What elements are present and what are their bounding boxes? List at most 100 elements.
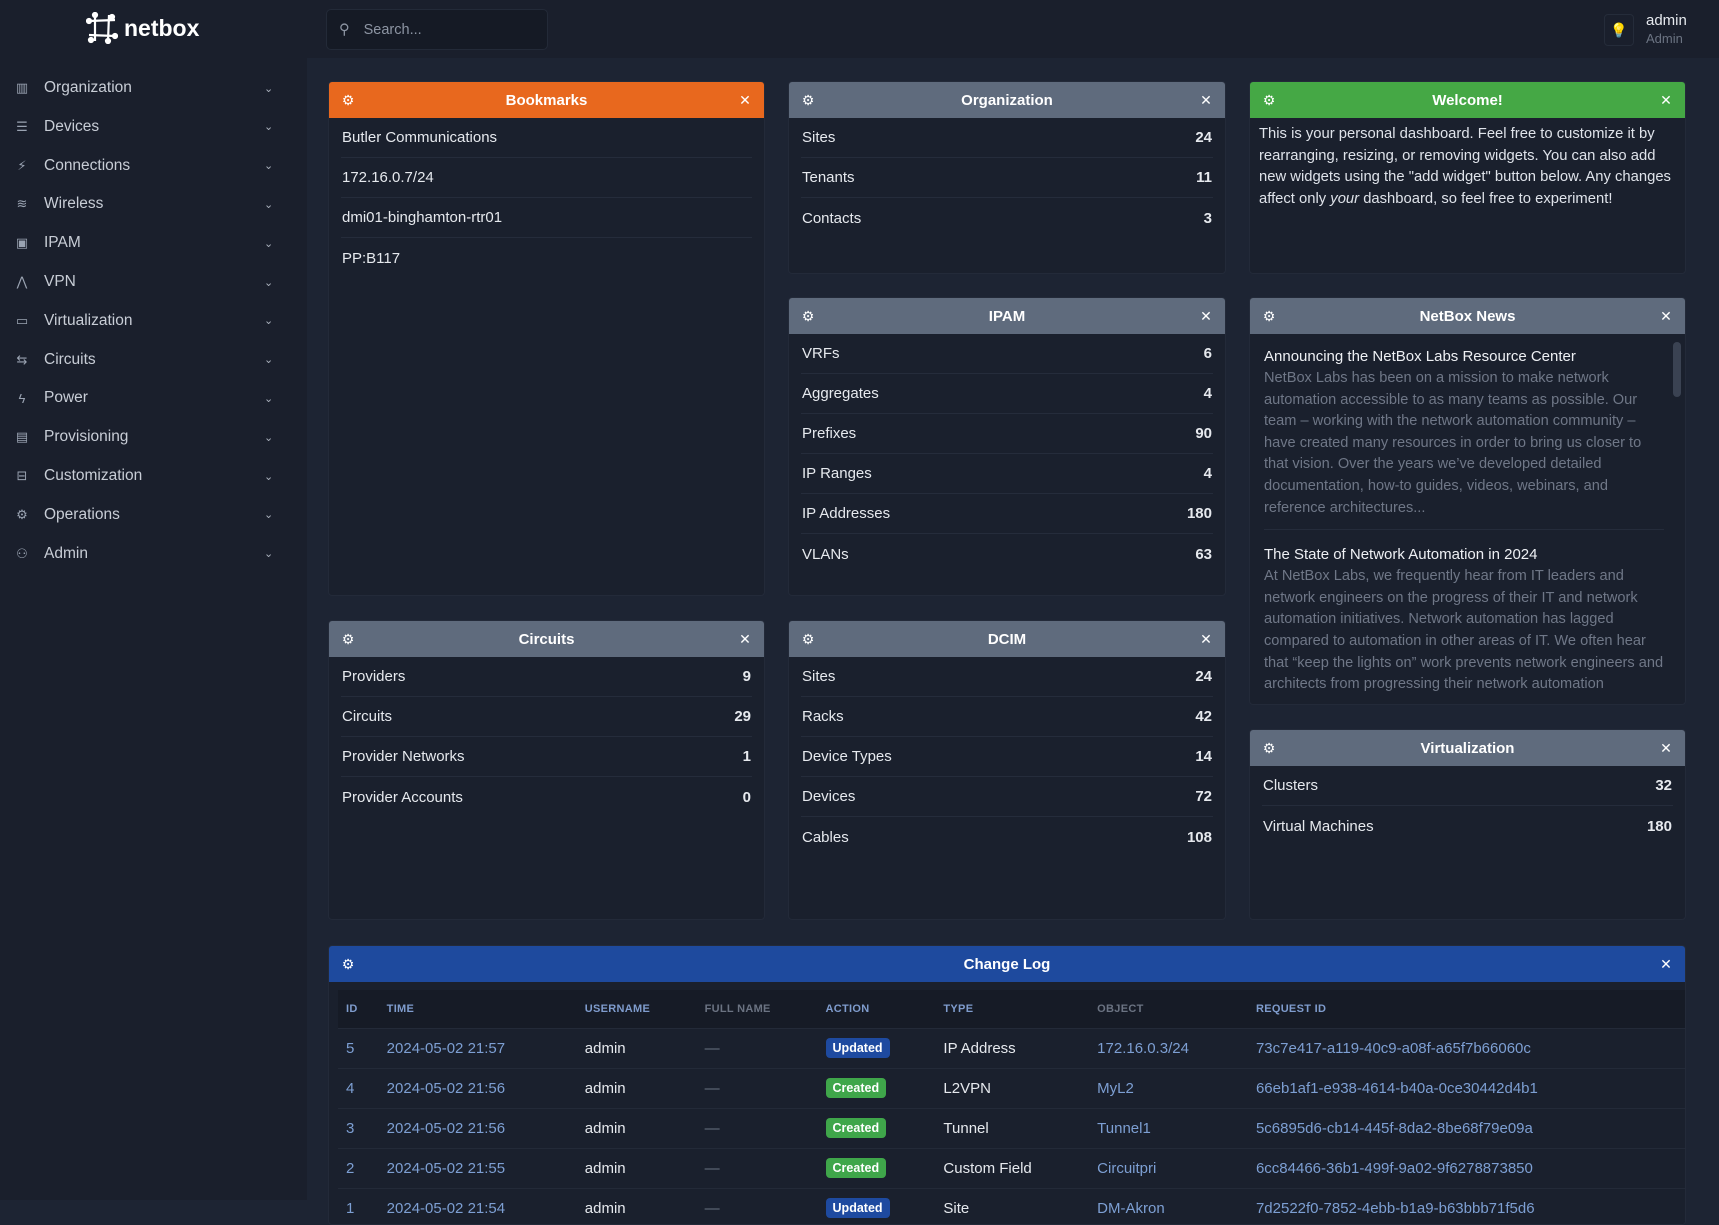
column-header[interactable]: TIME: [386, 1002, 415, 1015]
bookmark-item[interactable]: dmi01-binghamton-rtr01: [341, 198, 752, 238]
column-header[interactable]: USERNAME: [584, 1002, 651, 1015]
column-header[interactable]: ACTION: [825, 1002, 870, 1015]
stat-label[interactable]: Contacts: [802, 209, 862, 227]
stat-label[interactable]: Sites: [802, 129, 836, 146]
widget-header[interactable]: ⚙ IPAM ✕: [789, 298, 1225, 334]
stat-label[interactable]: Providers: [342, 668, 406, 685]
close-icon[interactable]: ✕: [1660, 955, 1672, 972]
stat-row[interactable]: Device Types 14: [801, 737, 1213, 777]
news-item[interactable]: Announcing the NetBox Labs Resource Cent…: [1264, 342, 1664, 531]
column-header[interactable]: ID: [346, 1002, 358, 1015]
stat-row[interactable]: Tenants 11: [801, 158, 1213, 198]
widget-header[interactable]: ⚙ Virtualization ✕: [1250, 730, 1685, 766]
cell-object[interactable]: MyL2: [1089, 1067, 1248, 1108]
bookmark-item[interactable]: Butler Communications: [341, 118, 752, 158]
stat-label[interactable]: Circuits: [342, 708, 393, 725]
stat-label[interactable]: Sites: [802, 668, 836, 685]
stat-label[interactable]: IP Ranges: [802, 465, 872, 482]
sidebar-item-provisioning[interactable]: ▤ Provisioning ⌄: [0, 418, 290, 456]
gear-icon[interactable]: ⚙: [801, 630, 815, 647]
stat-row[interactable]: Clusters 32: [1262, 766, 1673, 806]
stat-row[interactable]: Provider Networks 1: [341, 737, 752, 777]
sidebar-item-admin[interactable]: ⚇ Admin ⌄: [0, 535, 290, 573]
gear-icon[interactable]: ⚙: [1262, 307, 1276, 324]
sidebar-item-vpn[interactable]: ⋀ VPN ⌄: [0, 263, 290, 301]
stat-row[interactable]: IP Ranges 4: [801, 454, 1213, 494]
widget-header[interactable]: ⚙ NetBox News ✕: [1250, 298, 1685, 334]
stat-label[interactable]: Provider Accounts: [342, 788, 463, 806]
sidebar-item-organization[interactable]: ▥ Organization ⌄: [0, 69, 290, 107]
bookmark-link[interactable]: 172.16.0.7/24: [342, 169, 434, 186]
gear-icon[interactable]: ⚙: [341, 630, 355, 647]
theme-toggle-button[interactable]: 💡: [1604, 14, 1634, 46]
search-box[interactable]: ⚲: [326, 9, 548, 50]
sidebar-item-wireless[interactable]: ≋ Wireless ⌄: [0, 185, 290, 223]
bookmark-item[interactable]: 172.16.0.7/24: [341, 158, 752, 198]
search-input[interactable]: [363, 21, 524, 38]
stat-label[interactable]: Virtual Machines: [1263, 817, 1374, 835]
stat-row[interactable]: IP Addresses 180: [801, 494, 1213, 534]
column-header[interactable]: REQUEST ID: [1255, 1002, 1327, 1015]
close-icon[interactable]: ✕: [739, 630, 751, 647]
news-item[interactable]: The State of Network Automation in 2024 A…: [1264, 540, 1664, 698]
stat-row[interactable]: Circuits 29: [341, 697, 752, 737]
bookmark-link[interactable]: Butler Communications: [342, 129, 498, 146]
gear-icon[interactable]: ⚙: [801, 307, 815, 324]
sidebar-item-customization[interactable]: ⊟ Customization ⌄: [0, 457, 290, 495]
cell-request-id[interactable]: 5c6895d6-cb14-445f-8da2-8be68f79e09a: [1247, 1107, 1685, 1148]
stat-label[interactable]: Clusters: [1263, 777, 1319, 794]
close-icon[interactable]: ✕: [1200, 91, 1212, 108]
bookmark-link[interactable]: dmi01-binghamton-rtr01: [342, 209, 503, 226]
cell-request-id[interactable]: 6cc84466-36b1-499f-9a02-9f6278873850: [1247, 1147, 1685, 1188]
widget-header[interactable]: ⚙ Welcome! ✕: [1250, 82, 1685, 118]
bookmark-link[interactable]: PP:B117: [342, 249, 401, 267]
stat-label[interactable]: VLANs: [802, 545, 849, 563]
stat-label[interactable]: Aggregates: [802, 385, 879, 402]
column-header[interactable]: OBJECT: [1097, 1002, 1144, 1015]
stat-row[interactable]: Devices 72: [801, 777, 1213, 817]
cell-time[interactable]: 2024-05-02 21:57: [378, 1027, 577, 1068]
close-icon[interactable]: ✕: [1660, 307, 1672, 324]
sidebar-item-devices[interactable]: ☰ Devices ⌄: [0, 108, 290, 146]
widget-header[interactable]: ⚙ Change Log ✕: [329, 946, 1685, 982]
sidebar-item-power[interactable]: ϟ Power ⌄: [0, 379, 290, 417]
cell-object[interactable]: Circuitpri: [1089, 1147, 1248, 1188]
cell-object[interactable]: Tunnel1: [1089, 1107, 1248, 1148]
stat-row[interactable]: Virtual Machines 180: [1262, 806, 1673, 846]
stat-row[interactable]: Contacts 3: [801, 198, 1213, 238]
stat-label[interactable]: Provider Networks: [342, 748, 465, 765]
stat-label[interactable]: Racks: [802, 708, 844, 725]
gear-icon[interactable]: ⚙: [341, 955, 355, 972]
gear-icon[interactable]: ⚙: [341, 91, 355, 108]
cell-request-id[interactable]: 7d2522f0-7852-4ebb-b1a9-b63bbb71f5d6: [1247, 1187, 1685, 1224]
cell-request-id[interactable]: 66eb1af1-e938-4614-b40a-0ce30442d4b1: [1247, 1067, 1685, 1108]
sidebar-item-virtualization[interactable]: ▭ Virtualization ⌄: [0, 302, 290, 340]
cell-object[interactable]: DM-Akron: [1089, 1187, 1248, 1224]
widget-header[interactable]: ⚙ DCIM ✕: [789, 621, 1225, 657]
stat-label[interactable]: Devices: [802, 788, 856, 805]
widget-header[interactable]: ⚙ Bookmarks ✕: [329, 82, 764, 118]
stat-row[interactable]: Racks 42: [801, 697, 1213, 737]
stat-row[interactable]: Prefixes 90: [801, 414, 1213, 454]
stat-row[interactable]: Cables 108: [801, 817, 1213, 857]
cell-time[interactable]: 2024-05-02 21:56: [378, 1067, 577, 1108]
stat-label[interactable]: Prefixes: [802, 425, 857, 442]
cell-id[interactable]: 2: [338, 1147, 379, 1188]
widget-header[interactable]: ⚙ Organization ✕: [789, 82, 1225, 118]
column-header[interactable]: TYPE: [943, 1002, 974, 1015]
column-header[interactable]: FULL NAME: [704, 1002, 771, 1015]
close-icon[interactable]: ✕: [1660, 91, 1672, 108]
cell-time[interactable]: 2024-05-02 21:54: [378, 1187, 577, 1224]
stat-label[interactable]: Device Types: [802, 748, 892, 765]
gear-icon[interactable]: ⚙: [801, 91, 815, 108]
cell-time[interactable]: 2024-05-02 21:56: [378, 1107, 577, 1148]
close-icon[interactable]: ✕: [1200, 630, 1212, 647]
scrollbar[interactable]: [1673, 342, 1681, 397]
sidebar-item-ipam[interactable]: ▣ IPAM ⌄: [0, 224, 290, 262]
netbox-logo[interactable]: netbox: [86, 12, 199, 44]
widget-header[interactable]: ⚙ Circuits ✕: [329, 621, 764, 657]
sidebar-item-connections[interactable]: ⚡ Connections ⌄: [0, 147, 290, 185]
cell-id[interactable]: 1: [338, 1187, 379, 1224]
stat-row[interactable]: Aggregates 4: [801, 374, 1213, 414]
cell-request-id[interactable]: 73c7e417-a119-40c9-a08f-a65f7b66060c: [1247, 1027, 1685, 1068]
